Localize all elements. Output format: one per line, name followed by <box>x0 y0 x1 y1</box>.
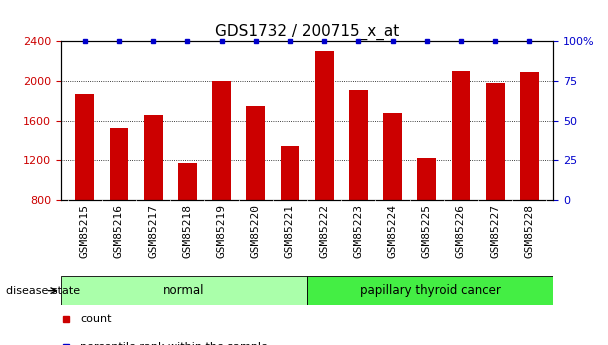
Bar <box>143 115 162 200</box>
Bar <box>75 94 94 200</box>
Text: GSM85227: GSM85227 <box>490 204 500 258</box>
Text: papillary thyroid cancer: papillary thyroid cancer <box>360 284 500 297</box>
Text: GSM85220: GSM85220 <box>250 204 261 258</box>
Bar <box>307 276 553 305</box>
Bar <box>520 72 539 200</box>
Bar <box>178 164 197 200</box>
Text: GSM85228: GSM85228 <box>524 204 534 258</box>
Text: count: count <box>80 314 112 324</box>
Text: normal: normal <box>163 284 205 297</box>
Bar <box>417 158 436 200</box>
Text: GSM85221: GSM85221 <box>285 204 295 258</box>
Text: GSM85225: GSM85225 <box>422 204 432 258</box>
Bar <box>212 81 231 200</box>
Bar <box>315 51 334 200</box>
Bar <box>349 90 368 200</box>
Text: percentile rank within the sample: percentile rank within the sample <box>80 342 268 345</box>
Text: GSM85215: GSM85215 <box>80 204 90 258</box>
Bar <box>383 113 402 200</box>
Text: GSM85222: GSM85222 <box>319 204 329 258</box>
Text: GSM85223: GSM85223 <box>353 204 364 258</box>
Text: GSM85216: GSM85216 <box>114 204 124 258</box>
Bar <box>109 128 128 200</box>
Bar <box>486 83 505 200</box>
Text: GSM85219: GSM85219 <box>216 204 227 258</box>
Text: GSM85217: GSM85217 <box>148 204 158 258</box>
Title: GDS1732 / 200715_x_at: GDS1732 / 200715_x_at <box>215 24 399 40</box>
Bar <box>61 276 307 305</box>
Text: GSM85224: GSM85224 <box>387 204 398 258</box>
Text: GSM85218: GSM85218 <box>182 204 192 258</box>
Text: disease state: disease state <box>6 286 80 296</box>
Bar <box>280 146 299 200</box>
Bar <box>452 71 471 200</box>
Text: GSM85226: GSM85226 <box>456 204 466 258</box>
Bar <box>246 106 265 200</box>
